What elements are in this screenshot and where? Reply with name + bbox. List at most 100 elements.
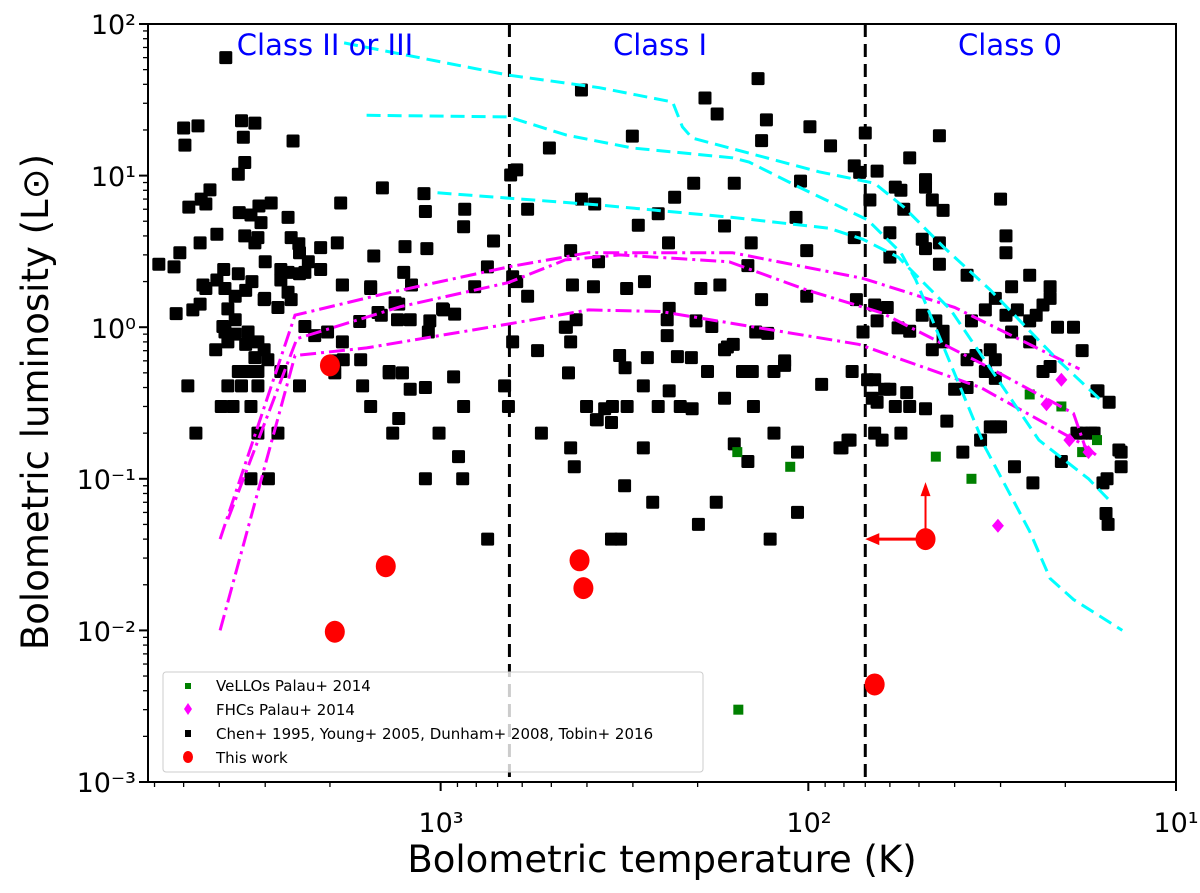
literature-point — [152, 257, 166, 271]
literature-point — [763, 532, 777, 546]
literature-point — [883, 226, 897, 240]
literature-point — [778, 358, 792, 372]
this-work-point — [319, 354, 340, 377]
literature-point — [189, 426, 203, 440]
literature-point — [744, 236, 758, 250]
literature-point — [741, 455, 755, 469]
literature-point — [436, 302, 450, 316]
literature-point — [219, 51, 233, 65]
literature-point — [367, 249, 381, 263]
literature-point — [803, 120, 817, 134]
vello-point — [1092, 435, 1103, 446]
literature-point — [791, 445, 805, 459]
literature-point — [231, 167, 245, 181]
literature-point — [988, 420, 1002, 434]
this-work-point — [573, 577, 594, 600]
y-tick-label: 10⁰ — [91, 314, 136, 345]
literature-point — [221, 379, 235, 393]
this-work-point — [569, 549, 590, 572]
literature-point — [257, 293, 271, 307]
literature-point — [800, 289, 814, 303]
literature-point — [618, 361, 632, 375]
y-tick-label: 10² — [91, 10, 136, 41]
literature-point — [481, 532, 495, 546]
literature-point — [625, 129, 639, 143]
literature-point — [238, 229, 252, 243]
y-axis-label: Bolometric luminosity (L⊙) — [14, 154, 57, 650]
literature-point — [709, 495, 723, 509]
literature-point — [251, 365, 265, 379]
legend-marker-literature — [185, 730, 191, 737]
literature-point — [978, 303, 992, 317]
legend-marker-this-work — [183, 751, 193, 763]
literature-point — [364, 399, 378, 413]
this-work-point — [864, 673, 885, 696]
literature-point — [759, 113, 773, 127]
literature-point — [637, 275, 651, 289]
literature-point — [559, 320, 573, 334]
literature-point — [685, 402, 699, 416]
literature-point — [173, 246, 187, 260]
literature-point — [169, 307, 183, 321]
literature-point — [1051, 320, 1065, 334]
literature-point — [274, 273, 288, 287]
vello-point — [785, 461, 796, 472]
legend-marker-fhc — [184, 703, 192, 715]
literature-point — [574, 192, 588, 206]
literature-point — [506, 335, 520, 349]
literature-point — [330, 236, 344, 250]
literature-point — [604, 416, 618, 430]
literature-point — [684, 351, 698, 365]
y-tick-label: 10⁻³ — [77, 768, 136, 799]
literature-point — [375, 181, 389, 195]
literature-point — [447, 370, 461, 384]
x-tick-label: 10¹ — [1153, 808, 1198, 839]
literature-point — [335, 278, 349, 292]
literature-point — [936, 203, 950, 217]
literature-point — [418, 472, 432, 486]
literature-point — [244, 472, 258, 486]
literature-point — [232, 206, 246, 220]
this-work-point — [324, 620, 345, 643]
literature-point — [354, 353, 368, 367]
literature-point — [236, 130, 250, 144]
literature-point — [510, 275, 524, 289]
literature-point — [745, 365, 759, 379]
literature-point — [403, 382, 417, 396]
literature-point — [335, 335, 349, 349]
legend-box — [162, 671, 704, 773]
literature-point — [286, 134, 300, 148]
literature-point — [456, 472, 470, 486]
literature-point — [1043, 280, 1057, 294]
literature-point — [646, 495, 660, 509]
literature-point — [395, 366, 409, 380]
literature-point — [875, 433, 889, 447]
literature-point — [218, 282, 232, 296]
literature-point — [421, 325, 435, 339]
literature-point — [988, 291, 1002, 305]
literature-point — [620, 282, 634, 296]
vello-point — [1024, 389, 1035, 400]
literature-point — [501, 399, 515, 413]
literature-point — [718, 391, 732, 405]
literature-point — [590, 413, 604, 427]
literature-point — [856, 325, 870, 339]
literature-point — [687, 176, 701, 190]
literature-point — [1005, 280, 1019, 294]
literature-point — [218, 325, 232, 339]
literature-point — [178, 138, 192, 152]
literature-point — [1043, 360, 1057, 374]
literature-point — [564, 335, 578, 349]
literature-point — [420, 242, 434, 256]
literature-point — [193, 297, 207, 311]
literature-point — [241, 325, 255, 339]
literature-point — [689, 314, 703, 328]
literature-point — [432, 426, 446, 440]
literature-point — [423, 314, 437, 328]
literature-point — [710, 107, 724, 121]
model-tracks — [218, 41, 1124, 632]
literature-point — [167, 260, 181, 274]
literature-point — [586, 280, 600, 294]
literature-point — [845, 365, 859, 379]
literature-point — [199, 282, 213, 296]
